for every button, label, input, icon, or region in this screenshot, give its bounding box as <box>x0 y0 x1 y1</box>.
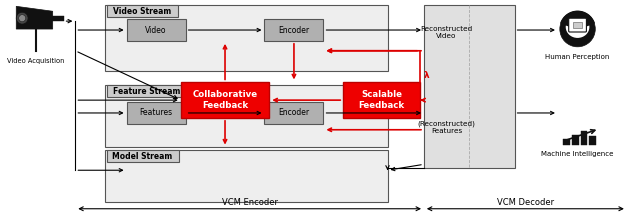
Text: Video Stream: Video Stream <box>113 7 172 16</box>
Ellipse shape <box>566 16 589 38</box>
Bar <box>105 85 387 147</box>
Text: Video: Video <box>145 25 167 34</box>
Bar <box>572 135 579 145</box>
Text: VCM Encoder: VCM Encoder <box>221 198 278 207</box>
Text: Features: Features <box>140 109 173 118</box>
Text: Reconstructed
Video: Reconstructed Video <box>420 27 473 40</box>
Text: Model Stream: Model Stream <box>112 152 172 161</box>
Bar <box>107 85 186 97</box>
Bar <box>52 16 63 21</box>
Bar <box>105 151 387 202</box>
Bar <box>127 19 186 41</box>
Circle shape <box>19 15 26 22</box>
Text: Feature Stream: Feature Stream <box>113 87 180 96</box>
Wedge shape <box>561 11 594 29</box>
Text: VCM Decoder: VCM Decoder <box>497 198 554 207</box>
FancyBboxPatch shape <box>569 18 586 32</box>
Bar <box>589 136 596 145</box>
Text: Scalable
Feedback: Scalable Feedback <box>358 90 404 110</box>
Bar <box>264 102 323 124</box>
Bar <box>343 82 420 118</box>
Polygon shape <box>16 6 52 29</box>
Bar <box>264 19 323 41</box>
Bar <box>573 22 582 28</box>
Text: Video Acquisition: Video Acquisition <box>7 58 65 64</box>
Text: λ: λ <box>424 71 430 80</box>
Text: Machine Intelligence: Machine Intelligence <box>541 151 614 157</box>
Bar <box>580 131 588 145</box>
Bar <box>127 102 186 124</box>
Bar <box>180 82 269 118</box>
Bar <box>424 5 515 168</box>
Text: Encoder: Encoder <box>278 25 310 34</box>
Bar <box>107 151 179 162</box>
Text: Human Perception: Human Perception <box>545 54 610 60</box>
Bar <box>107 5 178 17</box>
Bar <box>563 139 570 145</box>
Text: (Reconstructed)
Features: (Reconstructed) Features <box>418 120 476 133</box>
Text: Collaborative
Feedback: Collaborative Feedback <box>193 90 257 110</box>
Bar <box>105 5 387 70</box>
Circle shape <box>16 12 28 24</box>
Circle shape <box>560 11 595 47</box>
Text: Encoder: Encoder <box>278 109 310 118</box>
